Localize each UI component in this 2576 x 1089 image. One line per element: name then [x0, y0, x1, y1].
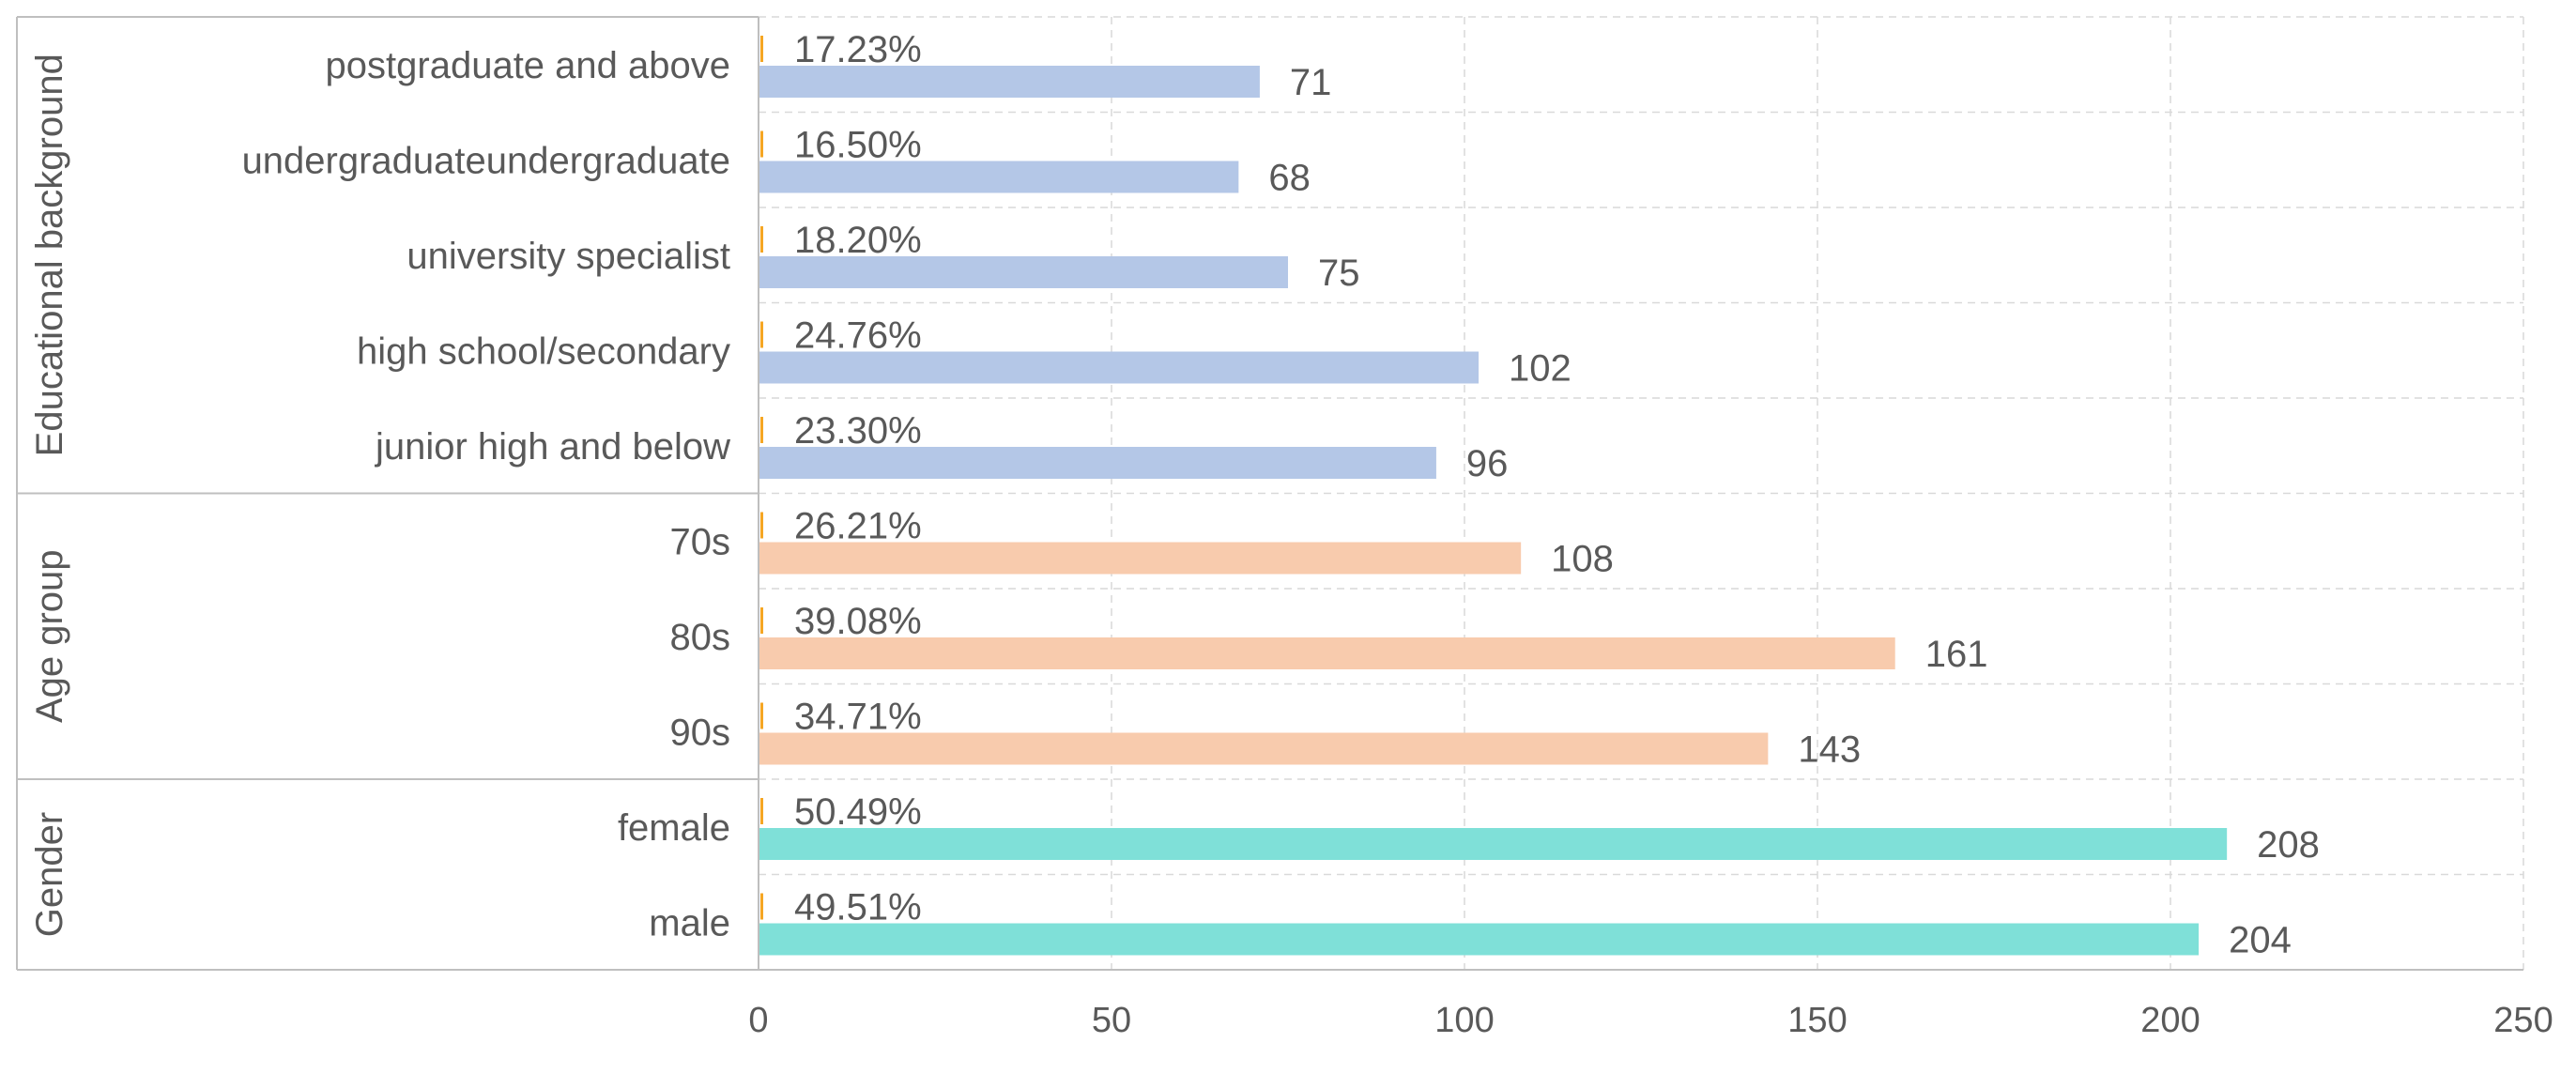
x-tick-label: 150	[1787, 1001, 1847, 1040]
value-label: 204	[2229, 920, 2292, 961]
percent-marker	[760, 226, 763, 253]
category-label: 90s	[670, 712, 731, 753]
percent-label: 50.49%	[794, 791, 922, 833]
x-tick-label: 200	[2140, 1001, 2200, 1040]
value-label: 102	[1509, 348, 1572, 390]
group-label: Age group	[29, 549, 70, 723]
value-label: 68	[1268, 158, 1311, 199]
percent-marker	[760, 512, 763, 539]
category-label: 70s	[670, 521, 731, 562]
value-bar	[759, 351, 1480, 384]
value-bar	[759, 828, 2228, 860]
percent-marker	[760, 607, 763, 634]
value-label: 96	[1466, 443, 1509, 484]
x-tick-label: 0	[748, 1001, 768, 1040]
category-label: undergraduateundergraduate	[242, 140, 730, 181]
category-label: postgraduate and above	[326, 45, 730, 86]
percent-label: 49.51%	[794, 887, 922, 928]
value-bar	[759, 542, 1522, 575]
percent-marker	[760, 130, 763, 158]
percent-label: 24.76%	[794, 315, 922, 357]
value-bar	[759, 161, 1239, 193]
category-label: junior high and below	[375, 426, 730, 468]
value-label: 75	[1318, 253, 1360, 294]
value-bar	[759, 637, 1895, 669]
percent-label: 17.23%	[794, 29, 922, 70]
category-label: female	[618, 807, 730, 849]
percent-marker	[760, 417, 763, 443]
group-label: Educational background	[29, 54, 70, 456]
x-tick-label: 100	[1434, 1001, 1494, 1040]
category-label: high school/secondary	[357, 330, 730, 372]
percent-marker	[760, 798, 763, 824]
percent-marker	[760, 36, 763, 62]
percent-label: 39.08%	[794, 601, 922, 642]
percent-marker	[760, 893, 763, 920]
category-label: university specialist	[406, 236, 730, 277]
percent-label: 34.71%	[794, 697, 922, 738]
percent-marker	[760, 702, 763, 729]
value-bar	[759, 923, 2200, 956]
x-tick-label: 50	[1092, 1001, 1131, 1040]
category-label: male	[649, 902, 730, 943]
percent-label: 26.21%	[794, 506, 922, 547]
percent-label: 16.50%	[794, 125, 922, 166]
percent-marker	[760, 321, 763, 348]
value-label: 71	[1290, 62, 1332, 103]
x-tick-label: 250	[2493, 1001, 2553, 1040]
group-label: Gender	[29, 812, 70, 937]
category-label: 80s	[670, 617, 731, 658]
percent-label: 18.20%	[794, 220, 922, 261]
value-bar	[759, 732, 1769, 765]
value-label: 108	[1551, 539, 1614, 580]
value-label: 208	[2257, 824, 2320, 866]
value-bar	[759, 66, 1260, 98]
percent-label: 23.30%	[794, 410, 922, 452]
value-bar	[759, 447, 1436, 479]
value-bar	[759, 256, 1288, 288]
value-label: 161	[1925, 634, 1988, 675]
value-label: 143	[1798, 729, 1861, 771]
